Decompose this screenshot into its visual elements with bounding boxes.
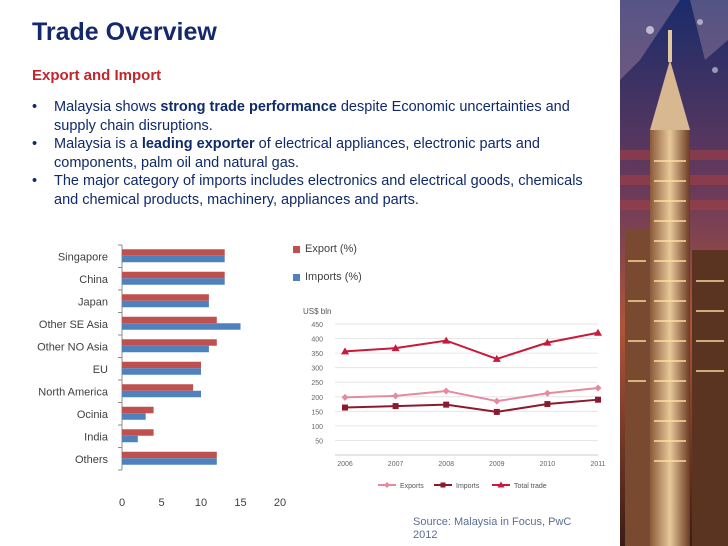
bar-export (122, 317, 217, 324)
data-point (594, 329, 602, 336)
x-tick-label: 15 (234, 497, 246, 509)
bar-export (122, 272, 225, 279)
legend-swatch-imports (293, 274, 300, 281)
x-tick-label: 5 (158, 497, 164, 509)
category-label: Other SE Asia (39, 319, 109, 331)
legend-label-export: Export (%) (305, 243, 357, 255)
series-line-imports (345, 400, 598, 412)
x-tick-label: 2007 (388, 461, 404, 468)
y-tick-label: 150 (311, 409, 323, 416)
series-line-exports (345, 388, 598, 401)
x-tick-label: 2009 (489, 461, 505, 468)
data-point (494, 409, 500, 415)
source-line: 2012 (413, 529, 613, 542)
bar-import (122, 413, 146, 420)
trade-value-line-chart: US$ bln 50 100 150 200 250 300 350 400 450 2006 200… (300, 300, 610, 500)
y-tick-label: 200 (311, 395, 323, 402)
data-point (544, 390, 551, 397)
legend-label-imports: Imports (%) (305, 271, 362, 283)
y-tick-label: 50 (315, 438, 323, 445)
y-tick-label: 300 (311, 366, 323, 373)
bullet-item: Malaysia shows strong trade performance … (30, 98, 590, 135)
x-tick-label: 2010 (540, 461, 556, 468)
bar-export (122, 407, 154, 414)
legend-label: Exports (400, 483, 424, 490)
bullet-item: Malaysia is a leading exporter of electr… (30, 135, 590, 172)
bar-import (122, 391, 201, 398)
bullet-emphasis: strong trade performance (160, 99, 336, 115)
bar-import (122, 256, 225, 263)
category-label: Ocinia (77, 409, 109, 421)
legend-label: Total trade (514, 483, 547, 490)
bar-import (122, 301, 209, 308)
bar-import (122, 436, 138, 443)
x-tick-label: 0 (119, 497, 125, 509)
legend-label: Imports (456, 483, 480, 490)
bullet-text: Malaysia shows (54, 99, 160, 115)
decorative-city-flag-image (620, 0, 728, 546)
y-axis-title: US$ bln (303, 307, 331, 316)
bar-export (122, 452, 217, 459)
x-tick-label: 20 (274, 497, 286, 509)
bar-import (122, 323, 241, 330)
data-point (443, 402, 449, 408)
x-tick-label: 2006 (337, 461, 353, 468)
category-label: North America (38, 386, 109, 398)
bar-import (122, 346, 209, 353)
legend-swatch-export (293, 246, 300, 253)
bullet-item: The major category of imports includes e… (30, 172, 590, 209)
category-label: China (79, 274, 109, 286)
bullet-text: The major category of imports includes e… (54, 173, 583, 208)
data-point (493, 398, 500, 405)
slide-subtitle: Export and Import (32, 67, 161, 84)
x-tick-label: 2011 (590, 461, 605, 468)
data-point (393, 403, 399, 409)
bar-import (122, 368, 201, 375)
bar-export (122, 429, 154, 436)
data-point (443, 387, 450, 394)
bullet-text: Malaysia is a (54, 136, 142, 152)
category-label: India (84, 431, 109, 443)
bar-export (122, 362, 201, 369)
category-label: Japan (78, 296, 108, 308)
source-note: Source: Malaysia in Focus, PwC 2012 (413, 516, 613, 542)
data-point (595, 397, 601, 403)
data-point (544, 401, 550, 407)
category-label: Others (75, 454, 109, 466)
category-label: Singapore (58, 251, 108, 263)
slide-title: Trade Overview (32, 18, 217, 47)
bar-import (122, 278, 225, 285)
bar-export (122, 249, 225, 256)
x-tick-label: 10 (195, 497, 207, 509)
bar-export (122, 339, 217, 346)
bar-export (122, 384, 193, 391)
x-tick-label: 2008 (438, 461, 454, 468)
data-point (392, 392, 399, 399)
y-tick-label: 100 (311, 424, 323, 431)
bar-import (122, 458, 217, 465)
y-tick-label: 450 (311, 322, 323, 329)
y-tick-label: 350 (311, 351, 323, 358)
y-tick-label: 400 (311, 337, 323, 344)
category-label: EU (93, 364, 108, 376)
y-tick-label: 250 (311, 380, 323, 387)
bar-export (122, 294, 209, 301)
data-point (595, 385, 602, 392)
bullet-list: Malaysia shows strong trade performance … (30, 98, 590, 209)
source-line: Source: Malaysia in Focus, PwC (413, 516, 613, 529)
bullet-emphasis: leading exporter (142, 136, 255, 152)
data-point (342, 405, 348, 411)
category-label: Other NO Asia (37, 341, 109, 353)
legend-marker (441, 483, 446, 488)
series-line-total-trade (345, 333, 598, 359)
data-point (342, 394, 349, 401)
legend-marker (384, 482, 390, 488)
